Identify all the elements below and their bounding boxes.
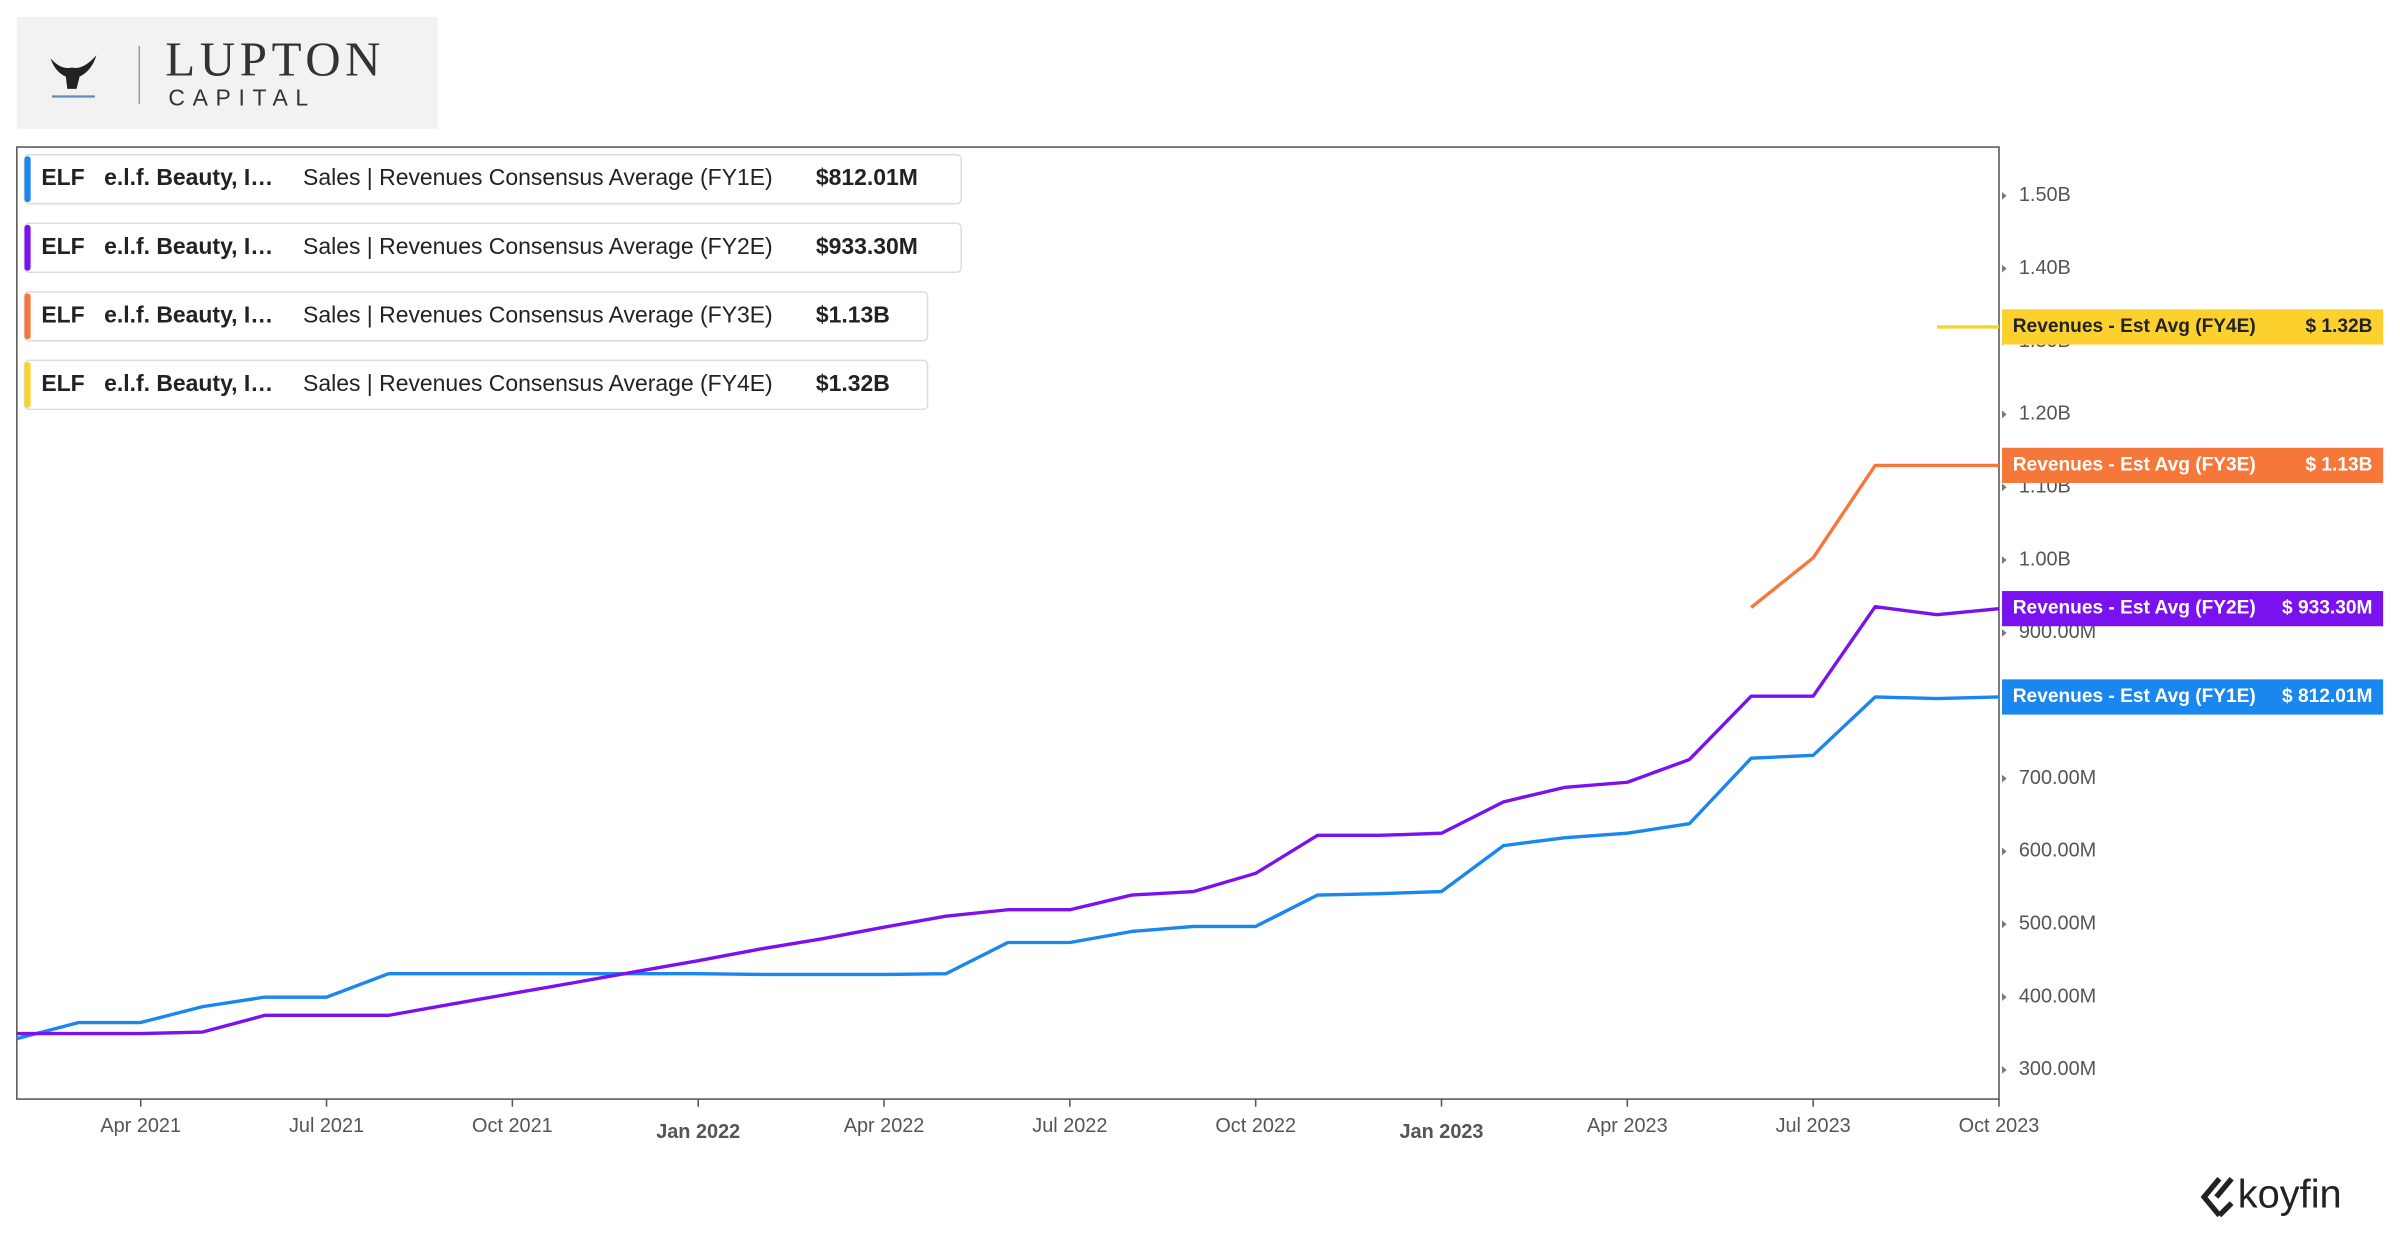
logo-bg bbox=[16, 16, 438, 129]
y-tick-mark bbox=[2002, 774, 2007, 783]
tag-name: Revenues - Est Avg (FY2E) bbox=[2013, 598, 2256, 619]
value-tag bbox=[2002, 309, 2384, 345]
legend-color bbox=[24, 361, 31, 408]
x-tick-label: Oct 2023 bbox=[1959, 1115, 2040, 1137]
legend-ticker: ELF bbox=[41, 370, 84, 396]
legend-color bbox=[24, 293, 31, 340]
tag-value: $ 812.01M bbox=[2282, 686, 2372, 707]
legend-company: e.l.f. Beauty, I… bbox=[104, 164, 273, 190]
x-tick-label: Oct 2022 bbox=[1215, 1115, 1296, 1137]
y-tick-mark bbox=[2002, 410, 2007, 419]
series-line bbox=[16, 605, 2000, 1036]
y-tick-mark bbox=[2002, 192, 2007, 200]
y-tick-mark bbox=[2002, 847, 2007, 856]
legend-color bbox=[24, 224, 31, 271]
brand: koyfin bbox=[2238, 1173, 2342, 1217]
value-tag bbox=[2002, 447, 2384, 483]
x-tick-label: Jul 2022 bbox=[1032, 1115, 1107, 1137]
tag-value: $ 933.30M bbox=[2282, 598, 2372, 619]
tag-name: Revenues - Est Avg (FY1E) bbox=[2013, 686, 2256, 707]
legend-company: e.l.f. Beauty, I… bbox=[104, 233, 273, 259]
x-tick-label: Apr 2023 bbox=[1587, 1115, 1668, 1137]
x-tick-label: Jan 2022 bbox=[656, 1121, 740, 1143]
y-tick-label: 1.50B bbox=[2019, 184, 2071, 206]
legend-value: $1.32B bbox=[816, 370, 890, 396]
legend-item: ELF e.l.f. Beauty, I… Sales | Revenues Con… bbox=[23, 291, 929, 342]
y-tick-mark bbox=[2002, 993, 2007, 1001]
tag-value: $ 1.13B bbox=[2305, 454, 2372, 475]
value-tag bbox=[2002, 591, 2384, 627]
legend-name: Sales | Revenues Consensus Average (FY3E… bbox=[303, 301, 773, 327]
y-tick-mark bbox=[2002, 920, 2007, 929]
legend-value: $933.30M bbox=[816, 233, 918, 259]
tag-name: Revenues - Est Avg (FY4E) bbox=[2013, 316, 2256, 337]
x-tick-label: Apr 2022 bbox=[844, 1115, 925, 1137]
legend-item: ELF e.l.f. Beauty, I… Sales | Revenues Con… bbox=[23, 222, 962, 274]
series-line bbox=[1750, 463, 1999, 609]
x-tick-label: Apr 2021 bbox=[100, 1115, 181, 1137]
legend-company: e.l.f. Beauty, I… bbox=[104, 301, 273, 327]
y-tick-mark bbox=[2002, 264, 2007, 273]
y-tick-label: 1.40B bbox=[2019, 257, 2071, 279]
koyfin-icon bbox=[2200, 1176, 2234, 1218]
y-tick-label: 600.00M bbox=[2019, 840, 2096, 862]
y-tick-label: 900.00M bbox=[2019, 621, 2096, 643]
plot bbox=[16, 325, 2000, 1041]
x-tick-label: Jan 2023 bbox=[1400, 1121, 1484, 1143]
legend-value: $812.01M bbox=[816, 164, 918, 190]
legend-value: $1.13B bbox=[816, 301, 890, 327]
tag-name: Revenues - Est Avg (FY3E) bbox=[2013, 454, 2256, 475]
legend-item: ELF e.l.f. Beauty, I… Sales | Revenues Con… bbox=[23, 359, 929, 411]
y-tick-label: 500.00M bbox=[2019, 913, 2096, 935]
legend-name: Sales | Revenues Consensus Average (FY4E… bbox=[303, 370, 773, 396]
logo-subname: CAPITAL bbox=[168, 85, 315, 111]
legend-item: ELF e.l.f. Beauty, I… Sales | Revenues Con… bbox=[23, 153, 962, 205]
x-tick-label: Oct 2021 bbox=[472, 1115, 553, 1137]
y-tick-label: 700.00M bbox=[2019, 767, 2096, 789]
y-tick-label: 1.00B bbox=[2019, 548, 2071, 570]
logo-name: LUPTON bbox=[165, 32, 385, 87]
legend-ticker: ELF bbox=[41, 233, 84, 259]
y-tick-label: 1.20B bbox=[2019, 403, 2071, 425]
whale-tail-icon bbox=[50, 55, 97, 89]
y-tick-mark bbox=[2002, 556, 2007, 564]
legend-color bbox=[24, 156, 31, 203]
tag-value: $ 1.32B bbox=[2305, 316, 2372, 337]
legend-company: e.l.f. Beauty, I… bbox=[104, 370, 273, 396]
x-tick-label: Jul 2021 bbox=[289, 1115, 364, 1137]
koyfin-logo: koyfin bbox=[2200, 1173, 2342, 1218]
legend-ticker: ELF bbox=[41, 301, 84, 327]
legend-name: Sales | Revenues Consensus Average (FY1E… bbox=[303, 164, 773, 190]
y-tick-mark bbox=[2002, 629, 2007, 637]
y-tick-mark bbox=[2002, 1066, 2007, 1074]
x-tick-label: Jul 2023 bbox=[1776, 1115, 1851, 1137]
y-tick-label: 300.00M bbox=[2019, 1058, 2096, 1080]
legend-name: Sales | Revenues Consensus Average (FY2E… bbox=[303, 233, 773, 259]
series-line bbox=[16, 695, 2000, 1041]
logo: LUPTON CAPITAL bbox=[16, 16, 438, 129]
y-tick-label: 400.00M bbox=[2019, 985, 2096, 1007]
value-tag bbox=[2002, 679, 2384, 715]
legend-ticker: ELF bbox=[41, 164, 84, 190]
y-tick-mark bbox=[2002, 483, 2007, 492]
plot-frame bbox=[16, 146, 2000, 1100]
